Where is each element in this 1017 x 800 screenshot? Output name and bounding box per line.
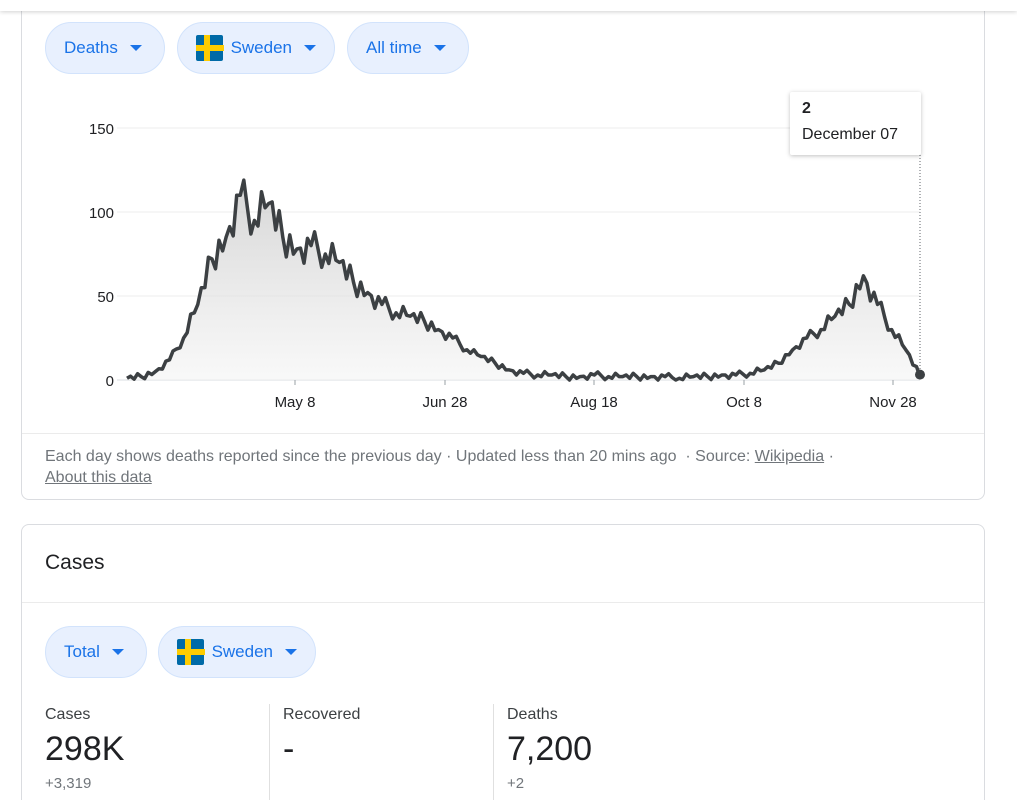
cases-country-dropdown[interactable]: Sweden [158, 626, 316, 678]
y-tick-label: 150 [89, 121, 114, 138]
caret-down-icon [129, 45, 142, 51]
chart-footnote: Each day shows deaths reported since the… [45, 446, 965, 488]
top-bar [0, 0, 1017, 11]
stat-separator [493, 704, 494, 800]
y-tick-label: 0 [106, 373, 114, 390]
source-label: · Source: [685, 448, 751, 465]
metric-dropdown[interactable]: Deaths [45, 22, 165, 74]
x-tick-label: Nov 28 [869, 394, 917, 411]
stat-value: - [283, 730, 295, 768]
about-data-link[interactable]: About this data [45, 469, 152, 486]
deaths-line [126, 178, 922, 382]
chart-tooltip: 2 December 07 [790, 92, 921, 155]
y-axis: 0 50 100 150 [89, 121, 114, 390]
stat-separator [269, 704, 270, 800]
cases-section-title: Cases [45, 551, 105, 574]
caret-down-icon [433, 45, 446, 51]
divider [22, 433, 984, 434]
stat-deaths: Deaths 7,200 +2 [507, 706, 592, 792]
stat-cases: Cases 298K +3,319 [45, 706, 124, 792]
deaths-chart[interactable]: 0 50 100 150 May 8 Jun 28 Aug 18 Oct 8 Nov 28 [0, 0, 1017, 440]
hover-point[interactable] [915, 369, 925, 380]
x-tick-label: Oct 8 [726, 394, 762, 411]
deaths-chart-card [21, 0, 985, 500]
metric-dropdown-label: Deaths [64, 38, 118, 57]
x-tick-label: Aug 18 [570, 394, 618, 411]
tooltip-value: 2 [802, 100, 811, 117]
sweden-flag-icon [196, 35, 224, 61]
cases-metric-dropdown[interactable]: Total [45, 626, 147, 678]
sweden-flag-icon [177, 639, 205, 665]
stat-label: Cases [45, 706, 91, 723]
caret-down-icon [285, 649, 297, 655]
country-dropdown[interactable]: Sweden [177, 22, 335, 74]
footnote-text: Each day shows deaths reported since the… [45, 448, 677, 465]
divider [22, 602, 984, 603]
caret-down-icon [111, 649, 124, 655]
time-range-dropdown[interactable]: All time [347, 22, 469, 74]
cases-country-dropdown-label: Sweden [211, 642, 273, 661]
footnote-separator: · [828, 448, 834, 465]
country-dropdown-label: Sweden [230, 38, 292, 57]
stat-label: Deaths [507, 706, 558, 723]
tooltip-date: December 07 [802, 126, 899, 143]
stat-value: 7,200 [507, 730, 593, 768]
x-axis: May 8 Jun 28 Aug 18 Oct 8 Nov 28 [275, 380, 917, 411]
cases-metric-dropdown-label: Total [64, 642, 100, 661]
deaths-area [127, 180, 920, 380]
source-link[interactable]: Wikipedia [754, 448, 825, 465]
y-tick-label: 50 [97, 289, 114, 306]
x-tick-label: May 8 [275, 394, 316, 411]
stat-change: +2 [507, 775, 525, 792]
caret-down-icon [304, 45, 316, 51]
stat-value: 298K [45, 730, 125, 768]
stat-label: Recovered [283, 706, 361, 723]
stat-change: +3,319 [45, 775, 92, 792]
time-range-dropdown-label: All time [366, 38, 422, 57]
x-tick-label: Jun 28 [422, 394, 467, 411]
y-tick-label: 100 [89, 205, 114, 222]
stat-recovered: Recovered - [283, 706, 360, 775]
